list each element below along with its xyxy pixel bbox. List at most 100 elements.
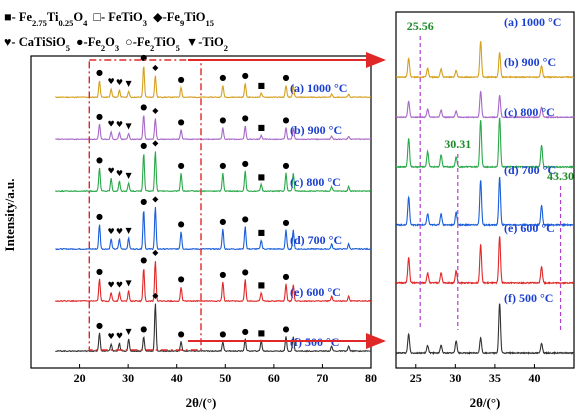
phase-marker: ●: [96, 156, 103, 165]
phase-marker: ●: [283, 116, 290, 125]
x-tick-label: 60: [268, 371, 280, 385]
legend-item-0: ♥- CaTiSiO5: [4, 35, 70, 53]
zoom-plot-area: (a) 1000 °C (b) 900 °C (c) 800 °C (d) 700 °…: [395, 15, 575, 356]
zoom-series-label: (f) 500 °C: [504, 291, 553, 305]
series-line-2: [55, 115, 372, 141]
zoom-x-axis-title: 2θ/(°): [470, 395, 501, 410]
zoom-series-label: (e) 600 °C: [504, 221, 555, 235]
legend-symbol: ●: [76, 35, 84, 49]
phase-marker: ●: [178, 329, 185, 338]
phase-marker: ●: [140, 53, 147, 62]
phase-marker: ♥: [108, 280, 115, 289]
phase-marker: ●: [283, 161, 290, 170]
phase-marker: ●: [178, 275, 185, 284]
zoom-series-line-1: [395, 41, 575, 79]
zoom-plot-frame: [395, 11, 575, 369]
phase-marker: ●: [178, 75, 185, 84]
x-tick-label: 30: [122, 371, 134, 385]
legend-symbol: ○: [125, 35, 133, 49]
phase-marker: ■: [257, 123, 265, 132]
phase-marker: ●: [219, 217, 226, 226]
phase-marker: ●: [283, 73, 290, 82]
phase-marker: ●: [242, 159, 249, 168]
phase-marker: ▼: [126, 327, 133, 336]
phase-marker: ●: [219, 161, 226, 170]
phase-marker: ●: [140, 325, 147, 334]
phase-marker: ▼: [126, 121, 133, 130]
series-line-1: [55, 66, 372, 99]
phase-marker: ♥: [116, 280, 123, 289]
phase-marker: ●: [96, 212, 103, 221]
phase-marker: ●: [283, 272, 290, 281]
phase-marker: ♥: [108, 119, 115, 128]
phase-marker: ▼: [126, 79, 133, 88]
x-tick-label: 25: [410, 371, 422, 385]
phase-marker: ●: [219, 270, 226, 279]
phase-marker: ◆: [152, 248, 159, 257]
phase-marker: ♥: [108, 166, 115, 175]
phase-marker: ●: [283, 325, 290, 334]
x-tick-label: 70: [316, 371, 328, 385]
phase-marker: ●: [242, 114, 249, 123]
phase-marker: ●: [96, 321, 103, 330]
x-tick-label: 40: [528, 371, 540, 385]
zoom-series-line-2: [395, 90, 575, 119]
phase-marker: ■: [257, 228, 265, 237]
zoom-series-line-5: [395, 236, 575, 286]
x-tick-label: 40: [171, 371, 183, 385]
main-plot-area: (a) 1000 °C●♥ ♥ ▼●◆● ● ●■●(b) 900 °C●♥ ♥ ▼● ◆● ●…: [54, 53, 372, 353]
series-label: (d) 700 °C: [290, 233, 342, 247]
phase-marker: ●: [140, 255, 147, 264]
x-tick-label: 20: [74, 371, 86, 385]
legend-symbol: ◆: [153, 10, 163, 24]
phase-marker: ♥: [116, 120, 123, 129]
series-label: (a) 1000 °C: [290, 81, 347, 95]
phase-marker: ♥: [108, 332, 115, 341]
phase-marker: ●: [178, 161, 185, 170]
phase-marker: ●: [219, 116, 226, 125]
main-x-axis: 20 30 40 50 60 70 80: [74, 364, 377, 385]
phase-marker: ●: [178, 220, 185, 229]
legend-item-0: ■- Fe2.75Ti0.25O4: [4, 10, 88, 28]
phase-marker: ●: [242, 71, 249, 80]
phase-marker: ●: [96, 68, 103, 77]
phase-marker: ●: [96, 112, 103, 121]
series-line-3: [55, 151, 372, 193]
legend-symbol: ■: [4, 10, 12, 24]
phase-marker: ■: [257, 280, 265, 289]
highlight-range-box: [88, 59, 202, 351]
x-tick-label: 30: [449, 371, 461, 385]
zoom-series-label: (d) 700 °C: [504, 163, 556, 177]
phase-marker: ◆: [152, 291, 159, 300]
annotation-label: 43.30: [547, 169, 574, 183]
phase-marker: ■: [257, 81, 265, 90]
phase-marker: ■: [257, 172, 265, 181]
phase-marker: ●: [140, 141, 147, 150]
zoom-series-line-6: [395, 303, 575, 356]
annotation-label: 30.31: [444, 137, 471, 151]
phase-marker: ●: [178, 118, 185, 127]
phase-marker: ●: [242, 327, 249, 336]
phase-marker: ■: [257, 328, 265, 337]
main-plot-frame: [30, 55, 372, 369]
series-line-5: [54, 261, 372, 303]
phase-marker: ▼: [126, 226, 133, 235]
phase-marker: ●: [242, 215, 249, 224]
annotation-label: 25.56: [407, 19, 434, 33]
y-axis-title: Intensity/a.u.: [2, 179, 17, 252]
phase-marker: ●: [219, 329, 226, 338]
phase-marker: ●: [242, 267, 249, 276]
phase-marker: ◆: [152, 63, 159, 72]
legend-item-1: ●-Fe2O3: [76, 35, 119, 53]
zoom-x-axis: 25 30 35 40: [410, 364, 540, 385]
main-x-axis-title: 2θ/(°): [186, 395, 217, 410]
zoom-series-line-3: [395, 117, 575, 169]
phase-marker: ●: [96, 267, 103, 276]
legend-symbol: □: [93, 10, 101, 24]
zoom-series-label: (b) 900 °C: [504, 55, 556, 69]
legend-symbol: ▼: [186, 35, 198, 49]
phase-marker: ●: [140, 197, 147, 206]
zoom-series-label: (a) 1000 °C: [504, 15, 561, 29]
zoom-series-line-4: [395, 176, 575, 228]
phase-marker: ●: [140, 102, 147, 111]
